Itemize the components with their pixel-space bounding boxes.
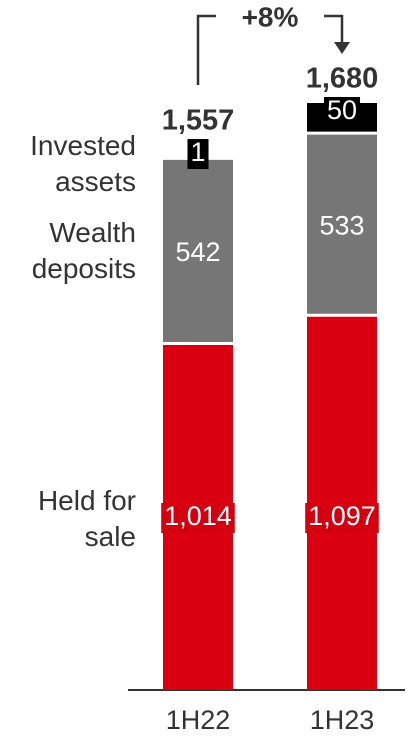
value-label-bg xyxy=(305,503,379,533)
value-label-bg xyxy=(187,139,209,170)
value-label: 1,097 xyxy=(308,501,376,531)
legend-label: Wealth deposits xyxy=(31,217,136,284)
value-label-bg xyxy=(316,212,368,243)
bracket xyxy=(196,14,216,85)
bar-segment xyxy=(307,315,377,690)
total-label: 1,680 xyxy=(306,63,379,95)
annotation: +8% xyxy=(242,1,299,32)
value-label: 533 xyxy=(319,210,364,240)
x-tick-label: 1H23 xyxy=(310,705,375,735)
value-label-bg xyxy=(161,503,235,533)
bracket xyxy=(324,14,344,46)
value-label: 1,014 xyxy=(164,501,232,531)
x-tick-label: 1H22 xyxy=(166,705,231,735)
value-label: 542 xyxy=(175,237,220,267)
legend-label: Invested assets xyxy=(30,130,136,197)
value-label: 1 xyxy=(190,137,205,167)
value-label-band xyxy=(307,103,377,121)
total-label: 1,557 xyxy=(162,105,235,137)
value-label: 50 xyxy=(327,95,357,125)
arrow-head xyxy=(334,42,350,54)
value-label-bg xyxy=(172,238,224,269)
legend-label: Held for sale xyxy=(37,485,136,552)
